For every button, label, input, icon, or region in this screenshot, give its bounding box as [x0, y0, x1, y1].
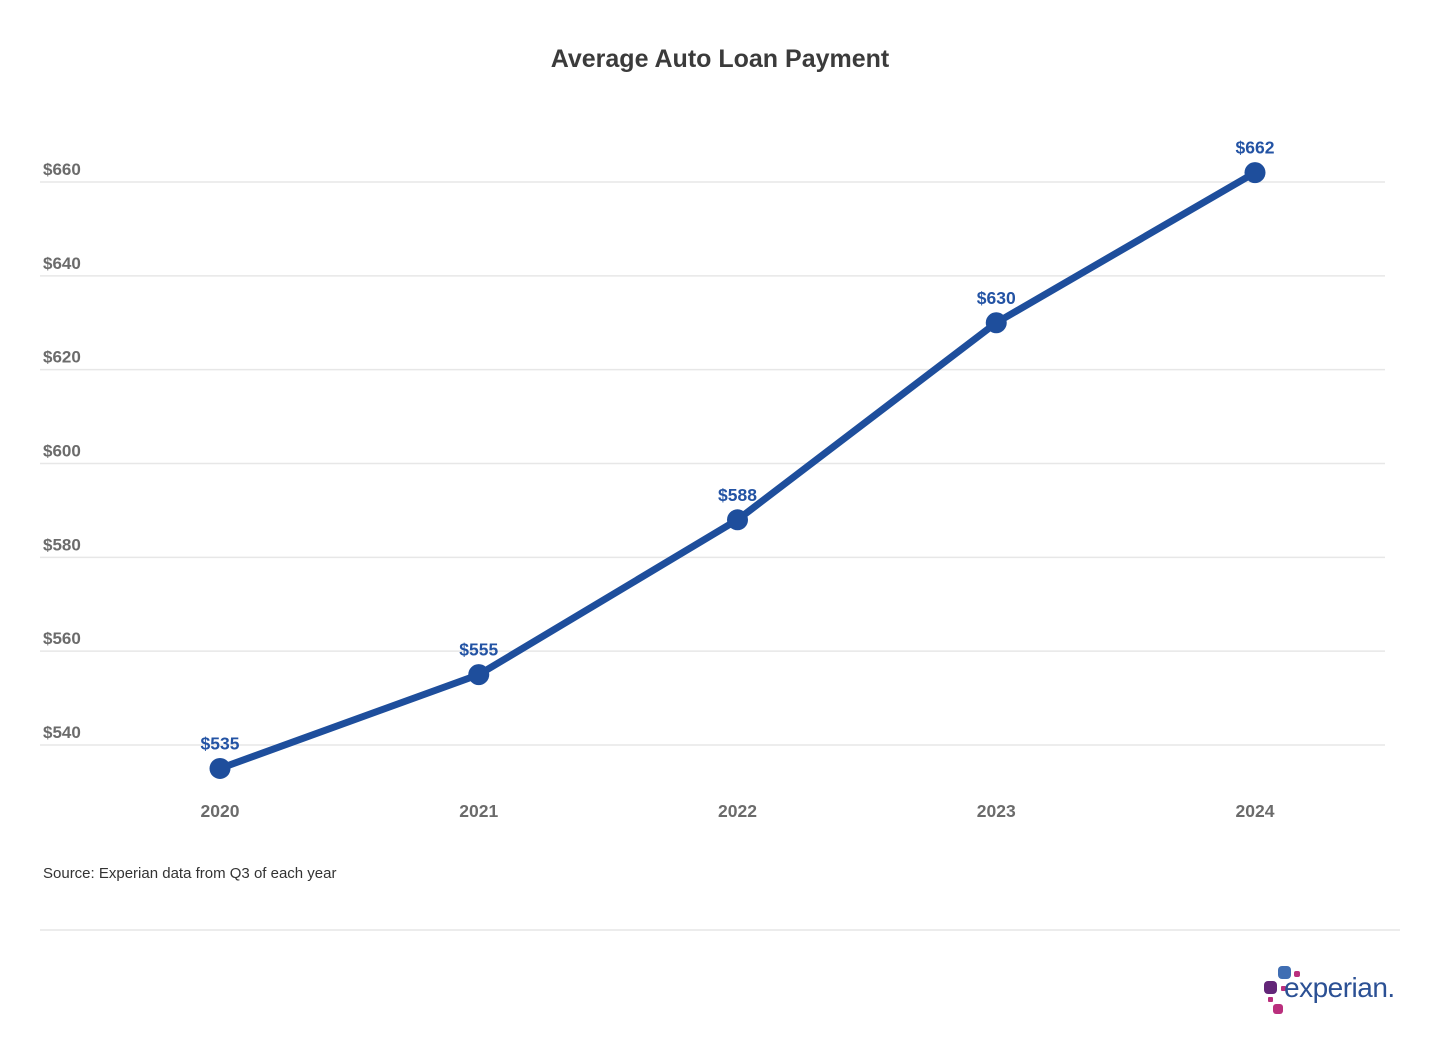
chart-title: Average Auto Loan Payment: [550, 45, 890, 73]
logo-square-magenta-dot-icon: [1281, 986, 1286, 991]
data-point: [468, 664, 490, 686]
x-tick-label: 2020: [201, 801, 240, 821]
y-tick-label: $660: [43, 160, 81, 179]
trend-line: [216, 169, 1259, 772]
logo-square-purple-icon: [1264, 981, 1277, 994]
x-tick-label: 2022: [718, 801, 757, 821]
y-tick-label: $540: [43, 723, 81, 742]
x-tick-label: 2024: [1236, 801, 1275, 821]
y-tick-label: $620: [43, 348, 81, 367]
source-note: Source: Experian data from Q3 of each ye…: [43, 865, 337, 882]
data-point: [1244, 162, 1266, 184]
experian-logo-mark-icon: [1264, 962, 1304, 1014]
y-tick-label: $640: [43, 254, 81, 273]
x-tick-label: 2023: [977, 801, 1016, 821]
y-tick-label: $600: [43, 442, 81, 461]
logo-square-magenta-small-icon: [1294, 971, 1300, 977]
data-point-label: $630: [977, 288, 1016, 308]
logo-square-magenta-medium-icon: [1273, 1004, 1283, 1014]
x-tick-label: 2021: [459, 801, 498, 821]
data-point: [985, 312, 1007, 334]
logo-square-blue-icon: [1278, 966, 1291, 979]
y-tick-label: $580: [43, 535, 81, 554]
experian-logo: experian.: [1264, 962, 1404, 1018]
divider: [40, 929, 1400, 931]
data-point: [209, 757, 231, 779]
data-point-label: $555: [459, 640, 498, 660]
data-point-label: $662: [1236, 138, 1275, 158]
data-point-label: $588: [718, 485, 757, 505]
data-point: [727, 509, 748, 531]
experian-wordmark: experian.: [1284, 972, 1395, 1003]
y-tick-label: $560: [43, 629, 81, 648]
data-point-label: $535: [201, 733, 240, 753]
line-chart: $540 $560 $580 $600 $620 $640 $660 $535 2020 $555…: [40, 138, 1385, 821]
logo-square-magenta-tiny-icon: [1268, 997, 1273, 1002]
